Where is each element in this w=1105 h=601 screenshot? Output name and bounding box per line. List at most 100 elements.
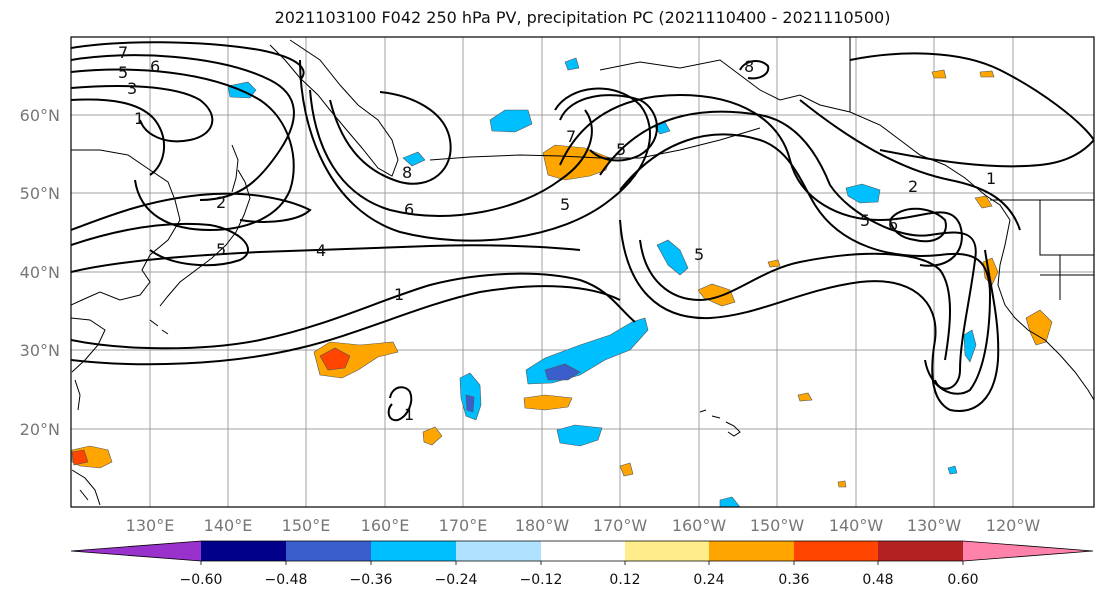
coastline-aleutians — [429, 127, 761, 161]
contour-label: 5 — [560, 195, 570, 214]
lon-label: 130°E — [126, 516, 175, 535]
pv-contour-ridge-b — [599, 110, 977, 390]
pv-contour-1-north — [71, 98, 166, 176]
pv-contour-6 — [71, 54, 295, 201]
colorbar-tick-label: 0.48 — [862, 572, 893, 588]
colorbar-tick-label: −0.60 — [180, 572, 223, 588]
precip-blob — [947, 465, 958, 475]
precip-blob — [931, 69, 947, 79]
precip-blob — [697, 283, 736, 307]
lon-label: 150°E — [282, 516, 331, 535]
colorbar-segment — [371, 541, 456, 561]
contour-label: 1 — [986, 169, 996, 188]
pv-contour-5 — [71, 68, 295, 232]
coastline-asia — [71, 149, 181, 306]
lat-label: 60°N — [20, 106, 60, 125]
contour-label: 5 — [860, 211, 870, 230]
pv-contours — [71, 41, 1094, 422]
colorbar-tick-label: 0.36 — [778, 572, 809, 588]
precip-blob — [767, 259, 781, 268]
contour-label: 7 — [566, 127, 576, 146]
contour-label: 6 — [888, 215, 898, 234]
coastline-sakhalin — [231, 144, 239, 193]
contour-label: 3 — [127, 79, 137, 98]
contour-label: 6 — [404, 200, 414, 219]
precip-blob — [1025, 309, 1053, 346]
pv-contour-1-east-b — [879, 139, 1094, 168]
pv-contour-1-east — [849, 52, 1094, 141]
precip-blob — [656, 239, 689, 276]
coastlines — [71, 37, 1094, 506]
contour-label: 5 — [694, 245, 704, 264]
latitude-labels: 60°N 50°N 40°N 30°N 20°N — [20, 106, 60, 439]
precip-blob — [544, 363, 581, 381]
contour-label: 5 — [616, 140, 626, 159]
colorbar-tick-label: 0.12 — [609, 572, 640, 588]
colorbar-tick-label: −0.48 — [265, 572, 308, 588]
colorbar-tick-label: 0.24 — [693, 572, 724, 588]
coastline-na-west — [997, 219, 1094, 401]
colorbar-segment — [286, 541, 371, 561]
lon-label: 160°E — [361, 516, 410, 535]
lon-label: 170°W — [593, 516, 648, 535]
precip-blob — [979, 70, 995, 78]
pv-contour-1 — [71, 272, 636, 350]
contour-label: 6 — [150, 57, 160, 76]
pv-contour-5b — [71, 222, 250, 267]
precip-blob — [489, 109, 533, 133]
precip-blob — [465, 394, 475, 413]
contour-label: 1 — [404, 405, 414, 424]
lat-label: 40°N — [20, 263, 60, 282]
contour-label: 1 — [134, 109, 144, 128]
border-states — [1039, 200, 1094, 300]
colorbar-segment — [456, 541, 541, 561]
pv-contour-outer — [71, 285, 621, 366]
contour-label: 4 — [316, 241, 326, 260]
islands-ryukyu — [74, 319, 169, 411]
lat-label: 20°N — [20, 420, 60, 439]
pv-contour-7b — [559, 94, 658, 162]
precip-blob — [719, 496, 741, 507]
precip-blob — [845, 183, 881, 204]
colorbar-segment — [878, 541, 963, 561]
contour-label: 5 — [216, 240, 226, 259]
pv-contour-6b — [309, 89, 593, 217]
pv-contour-cutoff-6 — [889, 207, 947, 243]
coastline-alaska — [599, 59, 1011, 221]
precip-blob — [556, 424, 603, 447]
colorbar-tick-label: 0.60 — [947, 572, 978, 588]
precip-blob — [619, 462, 634, 477]
precip-blob — [837, 480, 847, 488]
map-frame — [70, 36, 1095, 508]
colorbar: −0.60 −0.48 −0.36 −0.24 −0.12 0.12 0.24 … — [70, 540, 1094, 588]
colorbar-segment — [963, 541, 1093, 561]
colorbar-segment — [541, 541, 625, 561]
colorbar-tick-label: −0.36 — [350, 572, 393, 588]
longitude-labels: 130°E 140°E 150°E 160°E 170°E 180°W 170°… — [126, 516, 1041, 535]
pv-contour-ridge-c — [619, 133, 992, 395]
precip-blob — [402, 151, 426, 167]
lon-label: 130°W — [907, 516, 962, 535]
colorbar-tick-label: −0.12 — [520, 572, 563, 588]
pv-contour-2-east — [799, 99, 1021, 231]
precip-blob — [963, 329, 977, 363]
contour-label: 8 — [402, 163, 412, 182]
colorbar-segment — [709, 541, 794, 561]
colorbar-segment — [794, 541, 878, 561]
contour-label: 7 — [118, 43, 128, 62]
pv-contour-7 — [71, 41, 305, 81]
precip-blob — [974, 195, 993, 209]
contour-label: 5 — [118, 63, 128, 82]
lon-label: 180°W — [515, 516, 570, 535]
lon-label: 120°W — [986, 516, 1041, 535]
lon-label: 150°W — [750, 516, 805, 535]
lon-label: 140°E — [204, 516, 253, 535]
contour-label: 1 — [394, 285, 404, 304]
pv-contour-trough-outer — [619, 219, 1000, 412]
colorbar-segment — [201, 541, 286, 561]
colorbar-segment — [71, 541, 201, 561]
lat-label: 30°N — [20, 341, 60, 360]
pv-contour-8-alaska — [739, 60, 770, 80]
pv-contour-2 — [71, 192, 312, 231]
